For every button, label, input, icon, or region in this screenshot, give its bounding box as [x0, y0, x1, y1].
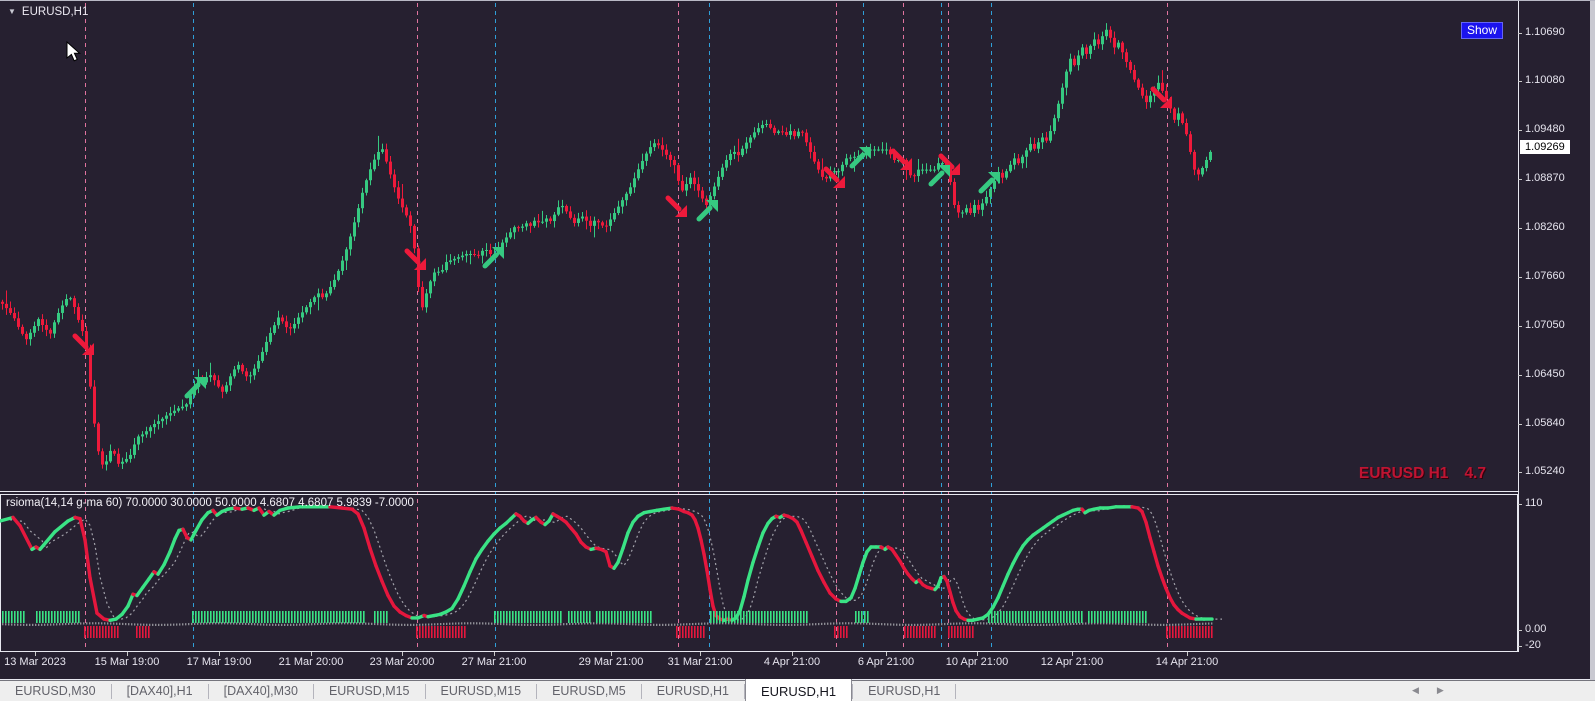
- time-label: 6 Apr 21:00: [857, 656, 915, 668]
- price-label: 1.09480: [1525, 123, 1565, 135]
- chart-tab-4[interactable]: EURUSD,M15: [328, 684, 410, 698]
- tab-scroll-arrows[interactable]: ◀▶: [1412, 685, 1462, 695]
- time-label: 23 Mar 20:00: [369, 656, 435, 668]
- time-label: 10 Apr 21:00: [945, 656, 1009, 668]
- chart-tab-5[interactable]: EURUSD,M15: [440, 684, 522, 698]
- price-label: 1.10690: [1525, 26, 1565, 38]
- time-label: 13 Mar 2023: [4, 656, 66, 668]
- time-label: 4 Apr 21:00: [763, 656, 821, 668]
- price-label: 1.05840: [1525, 417, 1565, 429]
- tab-separator: [536, 684, 538, 699]
- symbol-period-text: EURUSD,H1: [21, 6, 89, 18]
- chart-tab-9[interactable]: EURUSD,H1: [868, 684, 941, 698]
- mouse-cursor: [66, 41, 81, 62]
- indicator-scale-label: -20: [1525, 639, 1541, 651]
- price-label: 1.10080: [1525, 74, 1565, 86]
- chart-tab-1[interactable]: EURUSD,M30: [15, 684, 96, 698]
- indicator-label: rsioma(14,14 g-ma 60) 70.0000 30.0000 50…: [6, 497, 414, 509]
- symbol-period-label: ▼ EURUSD,H1: [8, 6, 88, 18]
- show-button[interactable]: Show: [1461, 22, 1504, 39]
- chart-tab-6[interactable]: EURUSD,M5: [552, 684, 626, 698]
- chevron-down-icon: ▼: [8, 7, 16, 16]
- tab-separator: [640, 684, 642, 699]
- time-label: 14 Apr 21:00: [1155, 656, 1219, 668]
- time-label: 27 Mar 21:00: [461, 656, 527, 668]
- price-label: 1.07660: [1525, 270, 1565, 282]
- indicator-scale-label: 110: [1525, 497, 1543, 509]
- tab-separator: [207, 684, 209, 699]
- tab-separator: [110, 684, 112, 699]
- time-label: 31 Mar 21:00: [667, 656, 733, 668]
- tab-separator: [743, 684, 745, 699]
- price-label: 1.07050: [1525, 319, 1565, 331]
- time-label: 29 Mar 21:00: [578, 656, 644, 668]
- time-label: 15 Mar 19:00: [94, 656, 160, 668]
- chart-tab-2[interactable]: [DAX40],H1: [126, 684, 193, 698]
- time-label: 21 Mar 20:00: [278, 656, 344, 668]
- price-label: 1.08870: [1525, 172, 1565, 184]
- chart-watermark: EURUSD H1 4.7: [1338, 465, 1486, 483]
- tab-separator: [955, 684, 957, 699]
- price-label: 1.05240: [1525, 465, 1565, 477]
- time-label: 17 Mar 19:00: [186, 656, 252, 668]
- chart-tab-bar: EURUSD,M30 [DAX40],H1 [DAX40],M30 EURUSD,M1…: [0, 679, 1595, 701]
- tab-separator: [852, 684, 854, 699]
- chart-tab-3[interactable]: [DAX40],M30: [223, 684, 298, 698]
- price-label: 1.08260: [1525, 221, 1565, 233]
- indicator-scale-label: 0.00: [1525, 623, 1547, 635]
- tab-separator: [312, 684, 314, 699]
- tab-separator: [424, 684, 426, 699]
- price-label: 1.06450: [1525, 368, 1565, 380]
- chart-tab-7[interactable]: EURUSD,H1: [656, 684, 729, 698]
- chart-tab-8-active[interactable]: EURUSD,H1: [744, 679, 853, 701]
- current-price-tag: 1.09269: [1520, 140, 1570, 154]
- window-edge: [1590, 1, 1595, 680]
- time-label: 12 Apr 21:00: [1040, 656, 1104, 668]
- watermark-symbol: EURUSD H1: [1358, 465, 1449, 482]
- watermark-value: 4.7: [1464, 465, 1486, 482]
